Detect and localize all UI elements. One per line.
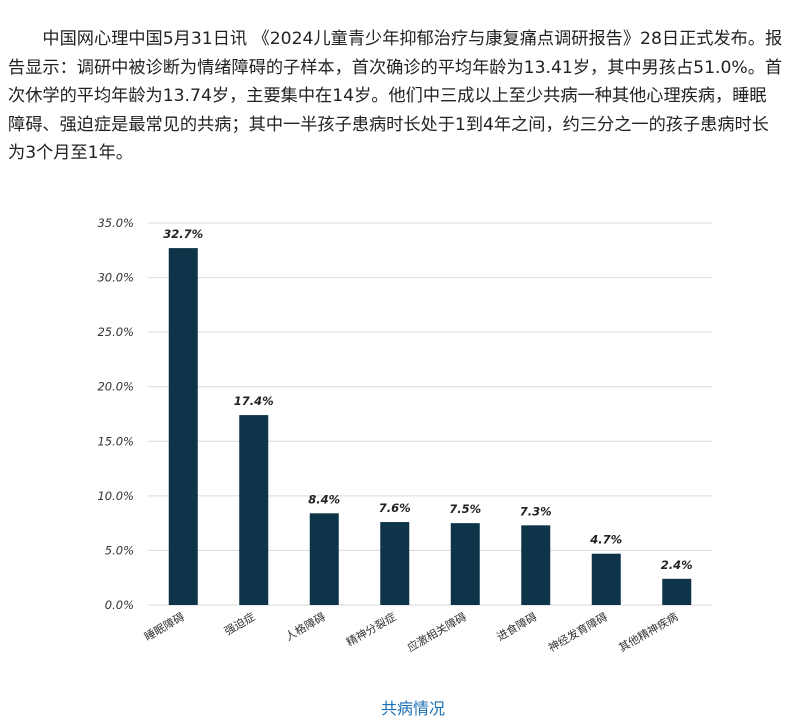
data-label: 8.4%	[308, 492, 340, 506]
bar	[662, 578, 692, 605]
bar	[591, 553, 621, 605]
data-label: 2.4%	[661, 558, 693, 572]
x-tick-label: 其他精神疾病	[616, 609, 680, 654]
data-label: 7.3%	[520, 504, 552, 518]
y-tick-label: 10.0%	[97, 489, 134, 503]
bar	[450, 523, 480, 605]
x-tick-label: 人格障碍	[283, 609, 328, 643]
bar	[380, 522, 410, 605]
bar	[309, 513, 339, 605]
data-label: 32.7%	[163, 227, 203, 241]
bar	[521, 525, 551, 605]
y-tick-label: 35.0%	[97, 216, 134, 230]
bar	[239, 415, 269, 605]
data-label: 7.6%	[379, 501, 411, 515]
x-tick-label: 精神分裂症	[344, 609, 399, 649]
y-tick-label: 15.0%	[97, 434, 134, 448]
data-label: 17.4%	[234, 394, 274, 408]
y-tick-label: 25.0%	[97, 325, 134, 339]
data-label: 4.7%	[589, 533, 622, 547]
chart-caption[interactable]: 共病情况	[380, 699, 445, 718]
y-tick-label: 5.0%	[105, 543, 134, 557]
article-paragraph: 中国网心理中国5月31日讯 《2024儿童青少年抑郁治疗与康复痛点调研报告》28…	[8, 29, 783, 164]
y-tick-label: 30.0%	[97, 271, 134, 285]
y-tick-label: 0.0%	[105, 598, 134, 612]
x-tick-label: 神经发育障碍	[546, 609, 610, 654]
y-tick-label: 20.0%	[97, 380, 134, 394]
x-tick-label: 应激相关障碍	[405, 609, 469, 654]
data-label: 7.5%	[449, 502, 481, 516]
comorbidity-bar-chart: 0.0% 5.0% 10.0% 15.0% 20.0% 25.0% 30.0% 35.0% 32…	[97, 216, 712, 655]
x-tick-label: 睡眠障碍	[142, 609, 187, 643]
bar	[168, 248, 198, 606]
x-tick-label: 进食障碍	[494, 609, 539, 643]
x-tick-label: 强迫症	[222, 609, 258, 638]
